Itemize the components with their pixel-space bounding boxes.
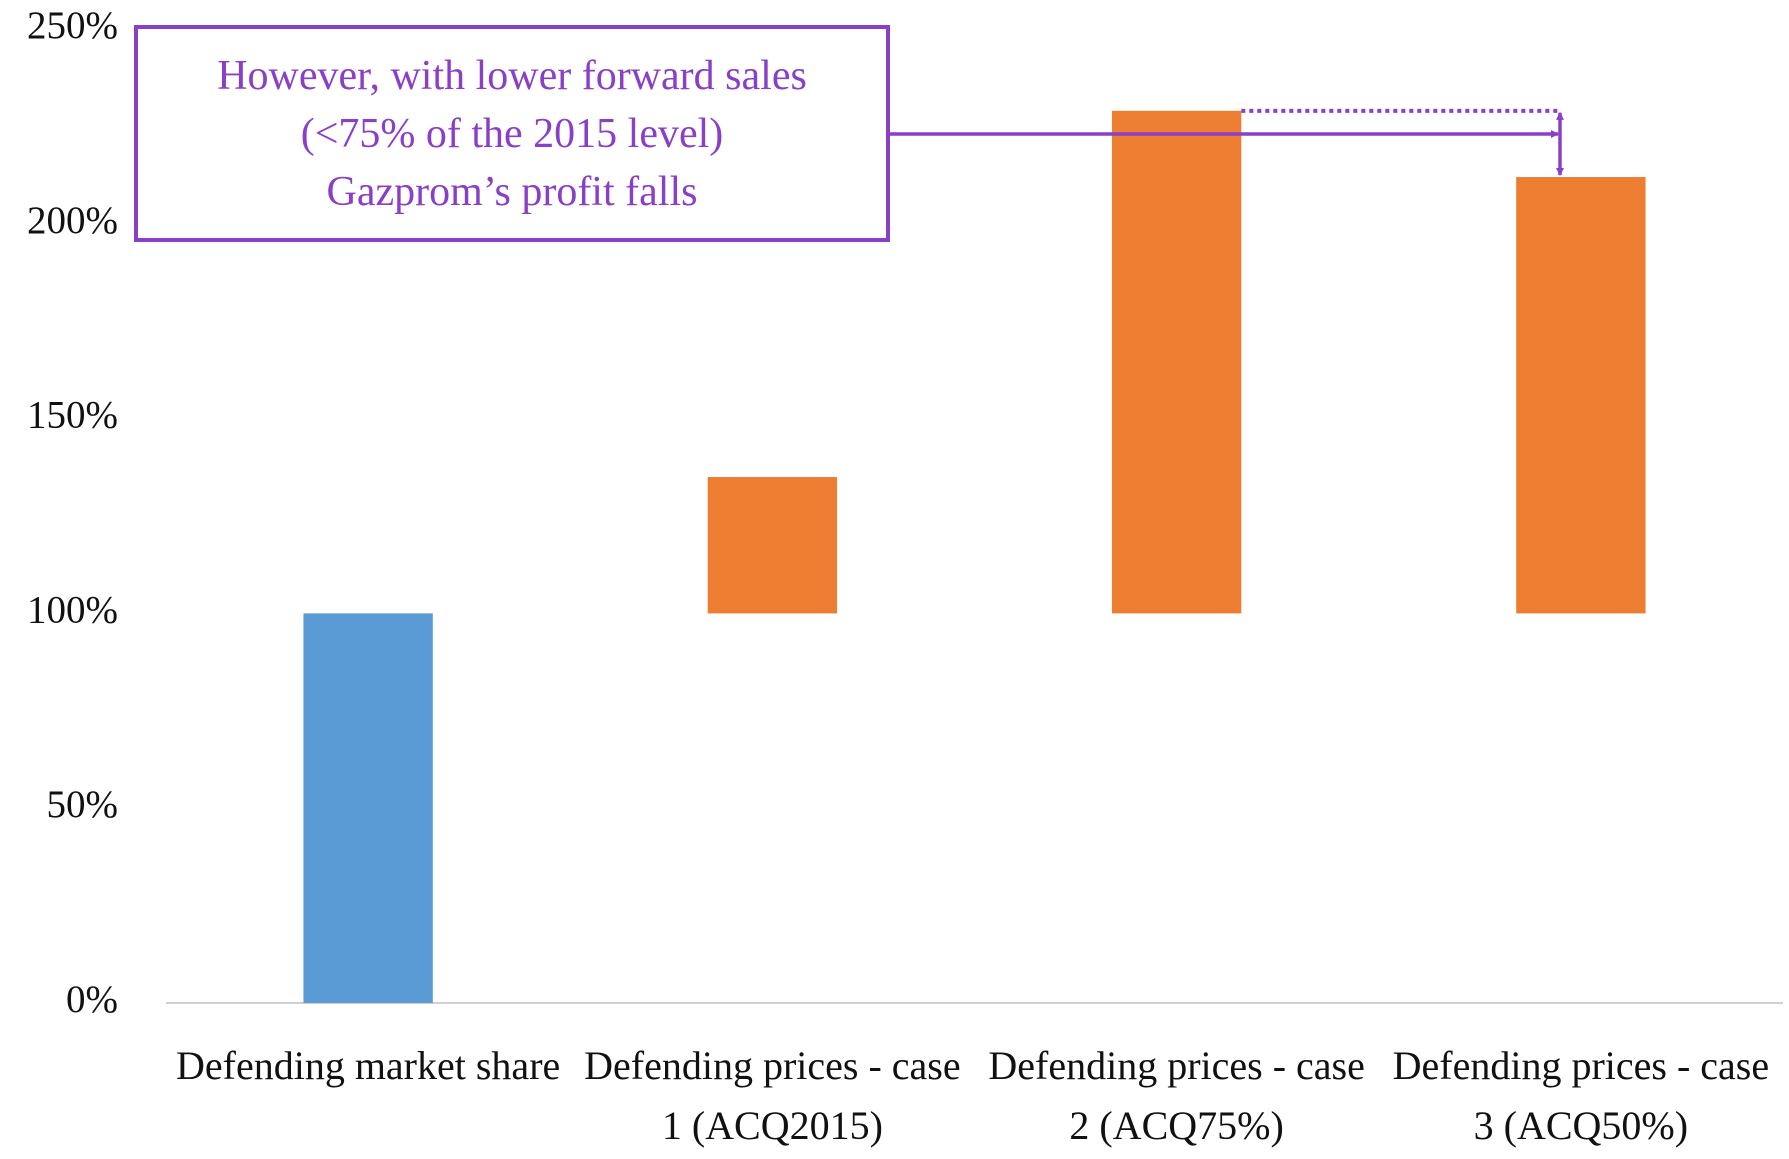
y-tick-label: 150% bbox=[27, 394, 118, 437]
y-tick-label: 250% bbox=[27, 4, 118, 47]
x-tick-label: Defending prices - case 3 (ACQ50%) bbox=[1392, 1043, 1770, 1148]
y-tick-label: 50% bbox=[47, 783, 119, 826]
y-tick-label: 200% bbox=[27, 199, 118, 242]
bar bbox=[1111, 110, 1242, 614]
x-tick-label: Defending market share bbox=[175, 1043, 561, 1088]
x-tick-label: Defending prices - case 1 (ACQ2015) bbox=[584, 1043, 961, 1148]
annotation-box: However, with lower forward sales (<75% o… bbox=[134, 25, 890, 242]
bar bbox=[303, 613, 433, 1003]
annotation-line: (<75% of the 2015 level) bbox=[300, 110, 724, 157]
x-tick-label: Defending prices - case 2 (ACQ75%) bbox=[988, 1043, 1365, 1148]
bar bbox=[1516, 177, 1646, 614]
y-tick-label: 0% bbox=[66, 978, 118, 1021]
annotation-line: Gazprom’s profit falls bbox=[326, 168, 698, 215]
annotation-line: However, with lower forward sales bbox=[217, 52, 807, 99]
bar bbox=[707, 477, 838, 614]
y-tick-label: 100% bbox=[27, 588, 118, 631]
